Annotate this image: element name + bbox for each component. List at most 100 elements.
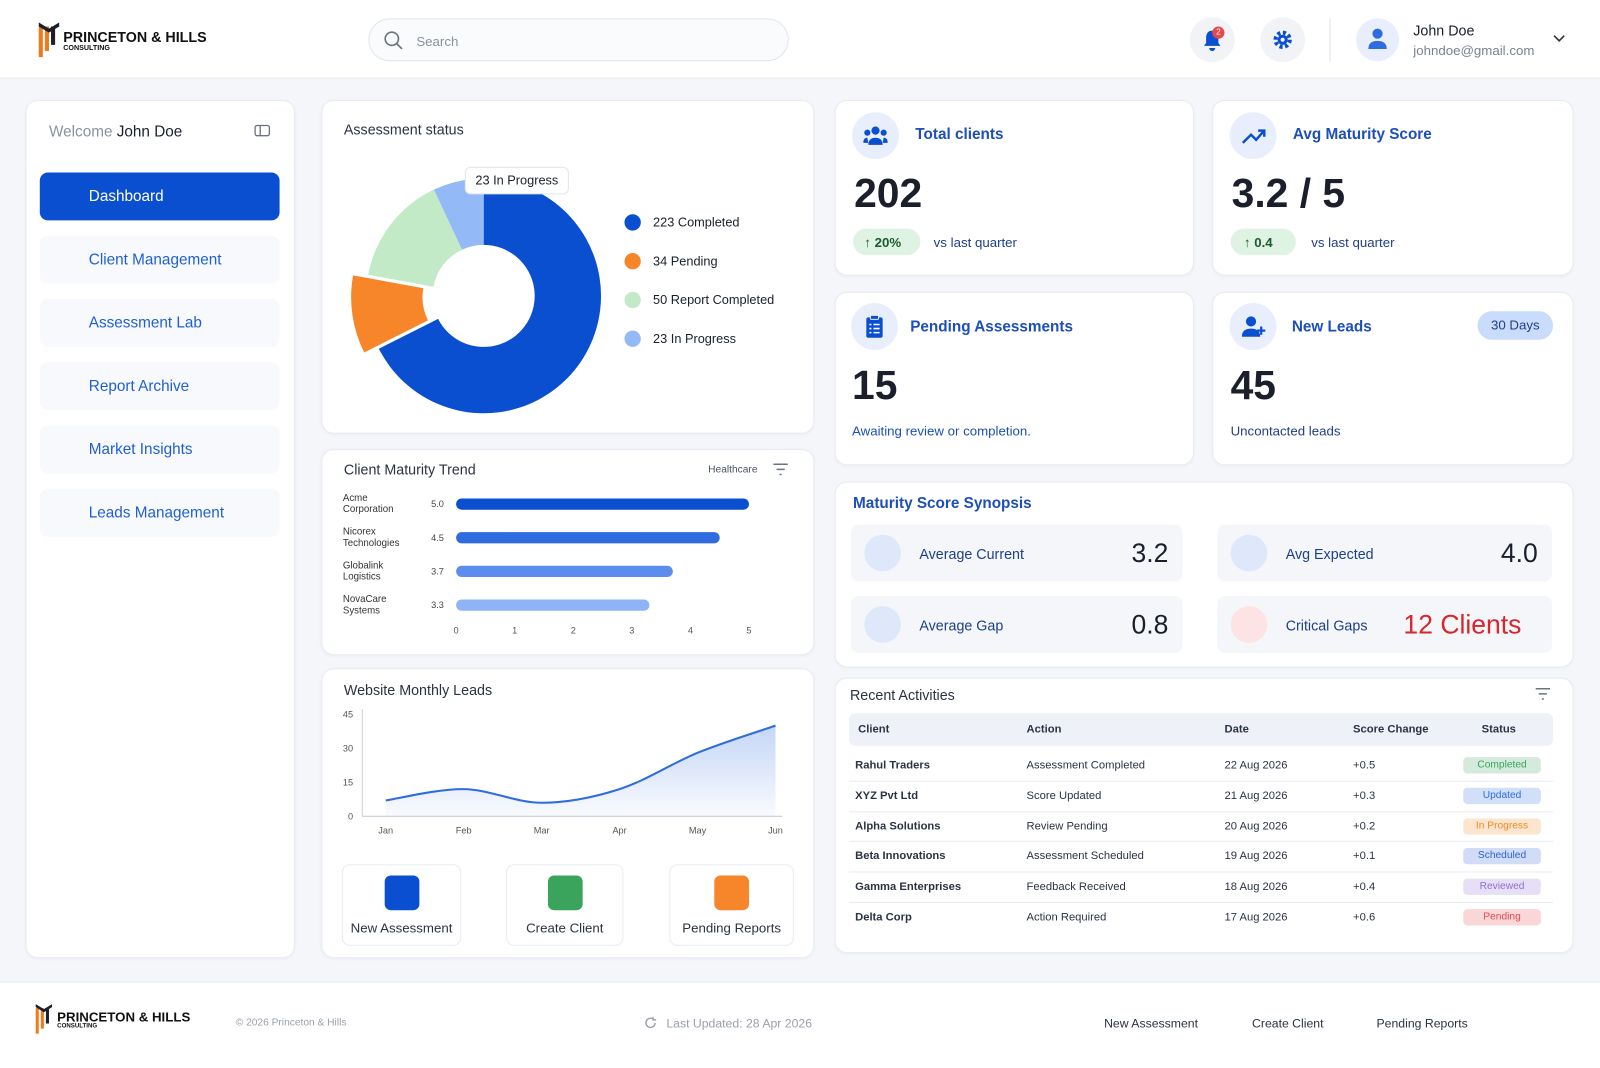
card-title: Client Maturity Trend [343,461,476,478]
last-updated: Last Updated: 28 Apr 2026 [666,1016,813,1031]
notification-badge: 2 [1212,26,1225,39]
avatar[interactable] [1356,18,1399,62]
logo-icon [35,1004,53,1034]
x-tick-label: Mar [534,826,550,836]
x-tick-label: Jan [378,826,393,836]
x-tick-label: Jun [768,826,783,836]
bar [456,599,650,611]
filter-label[interactable]: Healthcare [708,464,758,476]
action-label: Create Client [526,920,604,936]
synopsis-icon [864,606,902,643]
kpi-title: Pending Assessments [910,318,1073,336]
gear-icon [1273,30,1292,49]
row-divider [848,902,1554,904]
table-cell: Review Pending [1026,819,1108,833]
legend-label: 34 Pending [653,253,718,268]
filter-icon[interactable] [772,463,788,476]
table-cell: 19 Aug 2026 [1224,850,1288,863]
tooltip-text: 23 In Progress [475,173,558,188]
user-email: johndoe@gmail.com [1413,42,1535,59]
action-icon [547,875,583,911]
table-cell: Gamma Enterprises [855,880,962,894]
brand-tagline: CONSULTING [57,1023,98,1030]
table-cell: 18 Aug 2026 [1224,880,1288,894]
kpi-note: vs last quarter [933,234,1017,250]
user-name: John Doe [1413,22,1475,39]
donut-slice [378,178,602,414]
x-tick-label: 4 [688,626,693,636]
filter-icon[interactable] [1535,688,1551,700]
synopsis-value: 12 Clients [1403,609,1522,640]
brand-tagline: CONSULTING [63,44,110,53]
synopsis-label: Avg Expected [1285,545,1374,563]
bar [456,532,720,544]
nav-item[interactable]: Leads Management [39,488,280,537]
nav-item[interactable]: Dashboard [39,172,280,221]
donut-chart: 223 Completed 34 Pending 50 Report Complet… [351,166,774,414]
row-divider [848,810,1554,812]
nav-item[interactable]: Market Insights [39,425,280,474]
kpi-value: 202 [854,171,923,217]
add-user-icon [1241,316,1266,337]
value-label: 5.0 [431,499,444,509]
kpi-value: 15 [852,363,898,409]
table-cell: Assessment Completed [1026,759,1146,772]
x-tick-label: 0 [454,626,459,636]
collapse-icon[interactable] [254,124,271,137]
column-header: Score Change [1353,723,1429,736]
period-badge[interactable]: 30 Days [1477,311,1554,340]
footer-link[interactable]: New Assessment [1104,1016,1198,1031]
action-label: Pending Reports [682,920,782,936]
footer-link[interactable]: Pending Reports [1376,1016,1468,1031]
status-pill: Scheduled [1463,848,1541,865]
nav-label: Client Management [88,251,222,269]
table-cell: +0.5 [1353,759,1376,772]
y-tick-label: 0 [348,811,353,821]
quick-action[interactable]: New Assessment [341,864,462,946]
card-title: Maturity Score Synopsis [853,494,1032,513]
nav-item[interactable]: Report Archive [39,362,280,411]
kpi-icon-bg [852,112,899,160]
value-label: 3.3 [431,600,444,610]
copyright: © 2026 Princeton & Hills [235,1017,347,1029]
x-tick-label: Feb [456,826,472,836]
synopsis-item: Average Current 3.2 [851,524,1183,582]
x-tick-label: Apr [612,826,626,836]
tooltip-box [464,166,569,195]
x-tick-label: 2 [571,626,576,636]
table-cell: Beta Innovations [855,850,946,863]
chevron[interactable] [1553,35,1565,43]
nav-item[interactable]: Client Management [39,235,280,284]
table-cell: Delta Corp [855,911,912,924]
donut-slice [368,189,463,287]
kpi-value: 45 [1230,363,1277,409]
table-cell: +0.6 [1353,911,1376,924]
welcome-label: Welcome [48,123,113,141]
status-pill: Reviewed [1463,878,1541,896]
legend-label: 23 In Progress [653,331,736,346]
column-header: Action [1026,723,1062,736]
synopsis-label: Critical Gaps [1285,617,1368,634]
quick-action[interactable]: Create Client [506,864,624,946]
bar [456,565,673,578]
synopsis-icon [864,534,902,572]
footer-link[interactable]: Create Client [1252,1016,1324,1031]
card-title: Assessment status [343,121,464,138]
search-box[interactable] [368,18,789,62]
y-tick-label: 15 [343,777,353,787]
table-cell: +0.1 [1353,850,1376,863]
donut-slice [351,275,429,353]
legend-swatch [624,253,641,270]
nav-label: Dashboard [88,187,164,206]
kpi-note: vs last quarter [1311,234,1395,250]
welcome-name: John Doe [116,123,183,141]
clipboard-icon [866,314,883,338]
table-cell: XYZ Pvt Ltd [855,789,919,802]
nav-item[interactable]: Assessment Lab [39,298,280,347]
x-tick-label: 1 [512,626,517,636]
synopsis-item: Critical Gaps 12 Clients [1217,595,1553,654]
line-chart: 0 15 30 45 Jan Feb Mar Apr May Jun [343,709,783,836]
quick-action[interactable]: Pending Reports [669,864,794,946]
y-tick-label: 45 [343,709,353,719]
